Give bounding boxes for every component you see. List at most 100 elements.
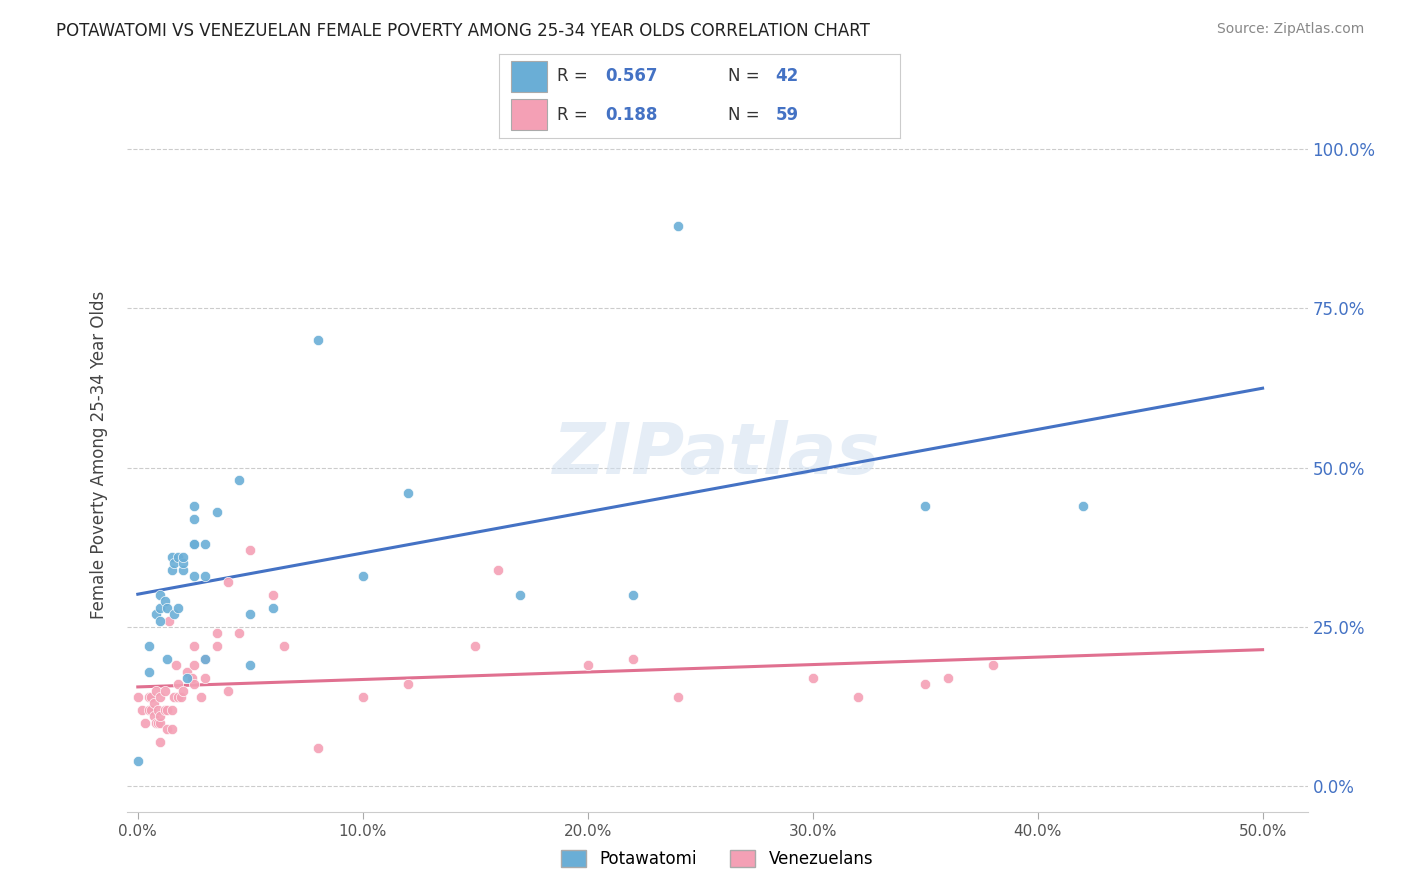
Point [156,703,179,717]
Point [138,639,160,653]
Point [352,690,374,704]
Point [156,600,179,615]
Point [194,652,217,666]
Point [914,499,936,513]
Point [205,626,228,640]
Point [169,690,191,704]
Point [176,671,198,685]
Point [149,734,172,748]
Point [1071,499,1094,513]
Text: 42: 42 [776,68,799,86]
Point [165,658,187,673]
Point [183,658,205,673]
Point [239,658,262,673]
Point [156,722,179,736]
Bar [512,62,547,92]
Point [194,671,217,685]
Point [262,600,284,615]
Point [183,499,205,513]
Point [307,333,329,347]
Point [131,703,153,717]
Point [153,683,176,698]
Point [936,671,959,685]
Point [509,588,531,602]
Text: POTAWATOMI VS VENEZUELAN FEMALE POVERTY AMONG 25-34 YEAR OLDS CORRELATION CHART: POTAWATOMI VS VENEZUELAN FEMALE POVERTY … [56,22,870,40]
Point [142,709,165,723]
Point [149,588,172,602]
Point [138,665,160,679]
Point [160,703,183,717]
Text: ZIPatlas: ZIPatlas [554,420,880,490]
Point [141,690,163,704]
Point [464,639,486,653]
Point [981,658,1004,673]
Point [149,690,172,704]
Point [666,219,689,233]
Point [149,600,172,615]
Point [666,690,689,704]
Text: R =: R = [557,105,593,123]
Point [167,677,190,691]
Point [914,677,936,691]
Point [134,715,156,730]
Point [153,594,176,608]
Text: 59: 59 [776,105,799,123]
Point [167,600,190,615]
Point [190,690,212,704]
Point [194,652,217,666]
Point [172,549,194,564]
Point [163,607,186,622]
Point [145,683,167,698]
Point [239,543,262,558]
Point [621,588,644,602]
Point [307,741,329,756]
Point [273,639,295,653]
Point [183,537,205,551]
Point [576,658,599,673]
Point [145,715,167,730]
Point [183,569,205,583]
Point [217,575,239,590]
Point [163,690,186,704]
Point [621,652,644,666]
Point [396,677,419,691]
Point [205,639,228,653]
Text: 0.567: 0.567 [606,68,658,86]
Text: 0.188: 0.188 [606,105,658,123]
Text: R =: R = [557,68,593,86]
Point [801,671,824,685]
Point [160,549,183,564]
Point [396,486,419,500]
Point [228,626,250,640]
Point [127,690,149,704]
Point [167,690,190,704]
Point [138,703,160,717]
Point [157,614,180,628]
Text: Source: ZipAtlas.com: Source: ZipAtlas.com [1216,22,1364,37]
Point [183,537,205,551]
Point [846,690,869,704]
Point [194,537,217,551]
Point [160,563,183,577]
Point [352,569,374,583]
Point [163,556,186,570]
Text: N =: N = [727,68,765,86]
Point [486,563,509,577]
Point [172,556,194,570]
Point [172,563,194,577]
Point [194,569,217,583]
Text: N =: N = [727,105,765,123]
Point [127,754,149,768]
Point [183,511,205,525]
Point [205,505,228,519]
Point [142,697,165,711]
Point [217,683,239,698]
Point [239,607,262,622]
Point [183,677,205,691]
Point [183,537,205,551]
Y-axis label: Female Poverty Among 25-34 Year Olds: Female Poverty Among 25-34 Year Olds [90,291,108,619]
Point [149,709,172,723]
Point [145,607,167,622]
Point [176,665,198,679]
Point [149,715,172,730]
